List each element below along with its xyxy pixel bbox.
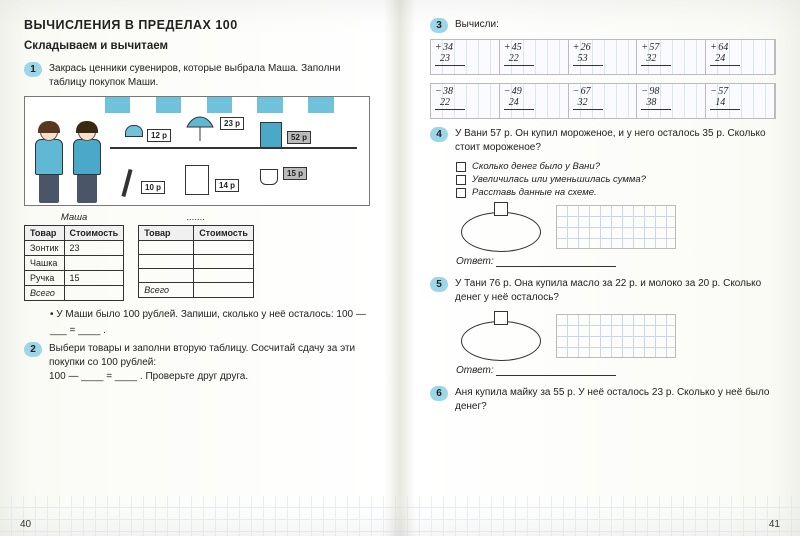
task2-text: Выбери товары и заполни вторую таблицу. … <box>49 343 355 368</box>
cell <box>139 269 194 283</box>
calc-cell: +26 53 <box>569 40 638 74</box>
page-left: ВЫЧИСЛЕНИЯ В ПРЕДЕЛАХ 100 Складываем и в… <box>0 0 400 536</box>
price-pen: 10 р <box>141 181 165 194</box>
cell: 15 <box>64 271 124 286</box>
cell <box>139 255 194 269</box>
q-line: Расставь данные на схеме. <box>456 187 776 198</box>
shelf <box>110 147 357 149</box>
scheme-5 <box>456 311 776 361</box>
cell <box>64 286 124 301</box>
price-cap: 12 р <box>147 129 171 142</box>
task-text: Аня купила майку за 55 р. У неё осталось… <box>455 386 776 414</box>
cell <box>64 256 124 271</box>
cell <box>194 283 254 298</box>
notebook-icon <box>260 122 282 148</box>
workbook-spread: ВЫЧИСЛЕНИЯ В ПРЕДЕЛАХ 100 Складываем и в… <box>0 0 800 536</box>
page-number-left: 40 <box>20 519 31 530</box>
q-line: Сколько денег было у Вани? <box>456 161 776 172</box>
work-grid <box>556 314 676 358</box>
task-text: У Вани 57 р. Он купил мороженое, и у нег… <box>455 127 776 155</box>
q-text: Увеличилась или уменьшилась сумма? <box>472 174 646 185</box>
task-number: 1 <box>24 62 42 77</box>
price-book: 14 р <box>215 179 239 192</box>
tables-row: Маша ТоварСтоимость Зонтик23 Чашка Ручка… <box>24 212 370 301</box>
awning <box>105 97 359 113</box>
oval-diagram <box>456 311 546 361</box>
calc-cell: −38 22 <box>431 84 500 118</box>
cell: 23 <box>64 241 124 256</box>
cell: Зонтик <box>25 241 65 256</box>
cell-total: Всего <box>139 283 194 298</box>
price-umbrella: 23 р <box>220 117 244 130</box>
calc-cell: −98 38 <box>637 84 706 118</box>
task-text: Выбери товары и заполни вторую таблицу. … <box>49 342 370 384</box>
answer-4: Ответ: <box>456 256 776 267</box>
page-number-right: 41 <box>769 519 780 530</box>
page-title-sub: Складываем и вычитаем <box>24 40 370 52</box>
task-3: 3 Вычисли: <box>430 18 776 33</box>
oval-diagram <box>456 202 546 252</box>
q-text: Расставь данные на схеме. <box>472 187 597 198</box>
task-1: 1 Закрась ценники сувениров, которые выб… <box>24 62 370 90</box>
price-cup: 15 р <box>283 167 307 180</box>
calc-cell: +64 24 <box>706 40 775 74</box>
calc-cell: +57 32 <box>637 40 706 74</box>
table-masha: ТоварСтоимость Зонтик23 Чашка Ручка15 Вс… <box>24 225 124 301</box>
th-tovar: Товар <box>139 226 194 241</box>
task-6: 6 Аня купила майку за 55 р. У неё остало… <box>430 386 776 414</box>
task1-after: • У Маши было 100 рублей. Запиши, скольк… <box>50 307 370 339</box>
book-icon <box>185 165 209 195</box>
table-blank: ТоварСтоимость Всего <box>138 225 254 298</box>
cell-total: Всего <box>25 286 65 301</box>
table-label-blank: ....... <box>138 212 254 223</box>
calc-cell: −67 32 <box>569 84 638 118</box>
task-5: 5 У Тани 76 р. Она купила масло за 22 р.… <box>430 277 776 305</box>
cap-icon <box>125 125 143 137</box>
checkbox-icon <box>456 175 466 185</box>
scheme-4 <box>456 202 776 252</box>
cell <box>194 255 254 269</box>
answer-5: Ответ: <box>456 365 776 376</box>
task-text: Вычисли: <box>455 18 776 33</box>
task-text: У Тани 76 р. Она купила масло за 22 р. и… <box>455 277 776 305</box>
calc-cell: −49 24 <box>500 84 569 118</box>
task-number: 6 <box>430 386 448 401</box>
th-cost: Стоимость <box>64 226 124 241</box>
task-number: 3 <box>430 18 448 33</box>
checkbox-icon <box>456 188 466 198</box>
task-number: 2 <box>24 342 42 357</box>
shop-illustration: 12 р 23 р 52 р 10 р 14 р 15 р <box>24 96 370 206</box>
calc-grid-sub: −38 22 −49 24 −67 32 −98 38 −57 14 <box>430 83 776 119</box>
page-title-main: ВЫЧИСЛЕНИЯ В ПРЕДЕЛАХ 100 <box>24 18 370 32</box>
cup-icon <box>260 169 278 185</box>
checkbox-icon <box>456 162 466 172</box>
calc-cell: +45 22 <box>500 40 569 74</box>
calc-cell: −57 14 <box>706 84 775 118</box>
price-notebook: 52 р <box>287 131 311 144</box>
cell: Чашка <box>25 256 65 271</box>
th-tovar: Товар <box>25 226 65 241</box>
kid-2 <box>69 123 105 203</box>
work-grid <box>556 205 676 249</box>
pen-icon <box>121 169 132 197</box>
q-text: Сколько денег было у Вани? <box>472 161 600 172</box>
task-number: 4 <box>430 127 448 142</box>
cell <box>194 241 254 255</box>
cell <box>139 241 194 255</box>
calc-grid-add: +34 23 +45 22 +26 53 +57 32 +64 24 <box>430 39 776 75</box>
kid-1 <box>31 123 67 203</box>
cell: Ручка <box>25 271 65 286</box>
task-4: 4 У Вани 57 р. Он купил мороженое, и у н… <box>430 127 776 155</box>
table-label-masha: Маша <box>24 212 124 223</box>
page-right: 3 Вычисли: +34 23 +45 22 +26 53 +57 32 +… <box>400 0 800 536</box>
th-cost: Стоимость <box>194 226 254 241</box>
task-text: Закрась ценники сувениров, которые выбра… <box>49 62 370 90</box>
calc-cell: +34 23 <box>431 40 500 74</box>
task-2: 2 Выбери товары и заполни вторую таблицу… <box>24 342 370 384</box>
umbrella-icon <box>185 115 215 145</box>
task-number: 5 <box>430 277 448 292</box>
cell <box>194 269 254 283</box>
task2-line: 100 — ____ = ____ . Проверьте друг друга… <box>49 371 248 382</box>
q-line: Увеличилась или уменьшилась сумма? <box>456 174 776 185</box>
